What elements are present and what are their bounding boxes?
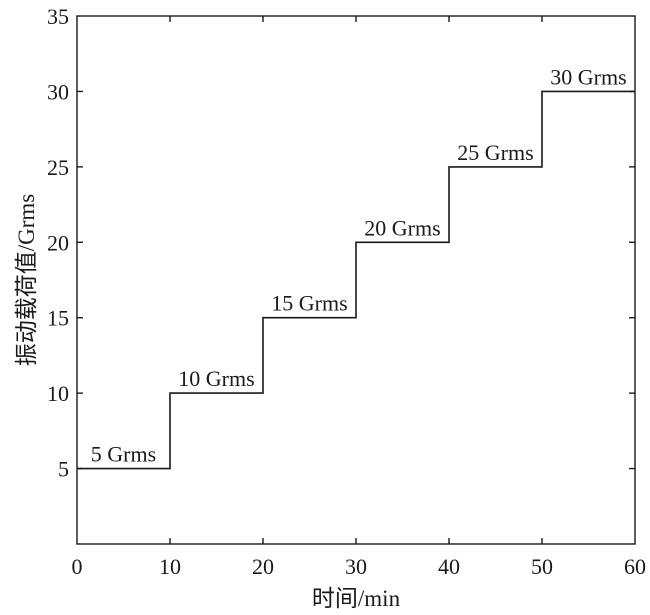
y-tick-label: 30: [47, 79, 69, 104]
x-tick-label: 30: [345, 554, 367, 579]
series-line: [77, 90, 635, 470]
tick-labels: 0 10 20 30 40 50 60 5 10 15 20 25 30 35: [47, 4, 646, 579]
x-tick-label: 40: [438, 554, 460, 579]
x-tick-label: 0: [72, 554, 83, 579]
y-tick-label: 15: [47, 306, 69, 331]
step-label: 30 Grms: [550, 64, 626, 89]
y-tick-label: 10: [47, 381, 69, 406]
x-tick-label: 20: [252, 554, 274, 579]
x-tick-label: 60: [624, 554, 646, 579]
y-tick-label: 20: [47, 230, 69, 255]
x-tick-label: 50: [531, 554, 553, 579]
y-axis-title: 振动载荷值/Grms: [14, 194, 39, 367]
step-label: 20 Grms: [364, 215, 440, 240]
x-axis-title: 时间/min: [312, 586, 401, 611]
y-tick-label: 35: [47, 4, 69, 29]
step-label: 25 Grms: [457, 140, 533, 165]
step-label: 10 Grms: [178, 366, 254, 391]
x-tick-label: 10: [159, 554, 181, 579]
step-label: 5 Grms: [91, 442, 156, 467]
y-tick-label: 25: [47, 155, 69, 180]
y-tick-label: 5: [58, 457, 69, 482]
step-annotations: 5 Grms 10 Grms 15 Grms 20 Grms 25 Grms 30 Grm…: [91, 64, 627, 466]
step-label: 15 Grms: [271, 291, 347, 316]
